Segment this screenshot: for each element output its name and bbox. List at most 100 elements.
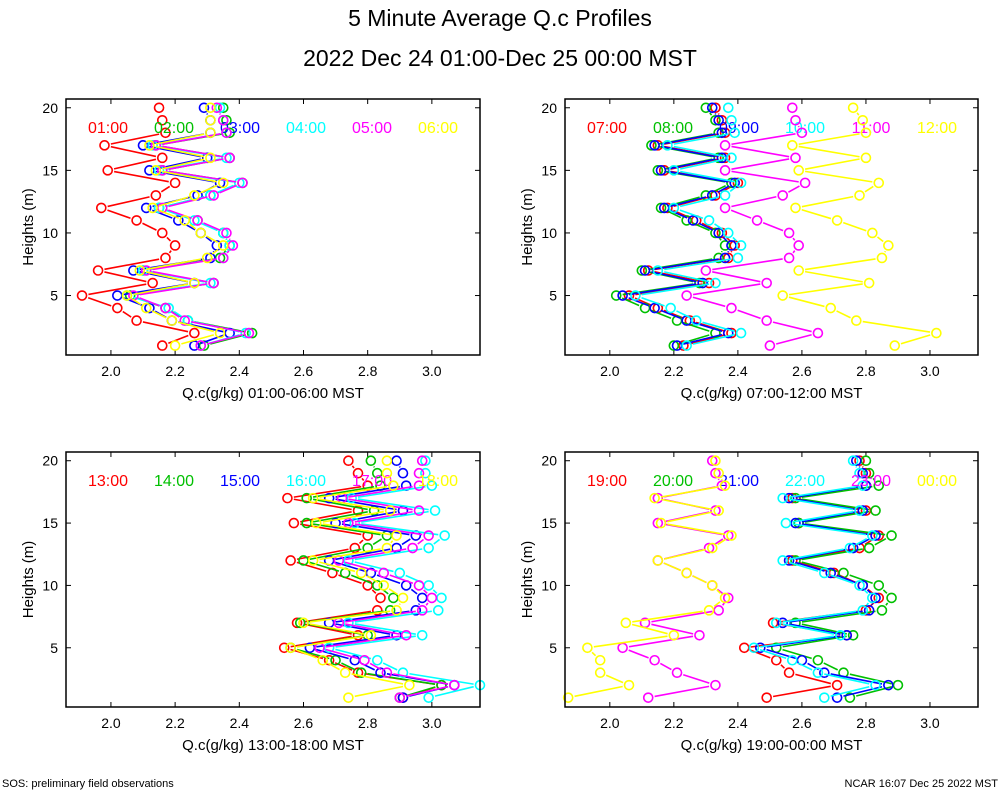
series-line-segment xyxy=(679,196,719,208)
data-point xyxy=(668,340,680,351)
data-point xyxy=(889,340,901,351)
data-point xyxy=(349,542,361,554)
data-point xyxy=(876,252,888,264)
y-tick-label: 5 xyxy=(50,640,58,656)
series-line-segment xyxy=(315,648,349,660)
x-tick-label: 3.0 xyxy=(920,363,940,379)
series-line-segment xyxy=(788,498,854,511)
data-point xyxy=(381,542,393,554)
x-tick-label: 2.2 xyxy=(664,715,684,731)
data-point xyxy=(735,177,747,189)
data-point xyxy=(413,580,425,591)
data-point xyxy=(754,642,766,654)
panel-3: 2.0 2.2 2.4 2.6 2.8 3.0 5 10 15 20 13:00 14:00 15:00… xyxy=(20,451,486,754)
data-point xyxy=(617,290,628,301)
data-point xyxy=(436,679,447,691)
series-line-segment xyxy=(104,258,160,271)
series-line-segment xyxy=(695,321,726,332)
data-point xyxy=(706,580,718,591)
x-axis-label: Q.c(g/kg) 13:00-18:00 MST xyxy=(182,737,364,754)
series-line-segment xyxy=(354,523,423,536)
data-point xyxy=(372,580,383,591)
series-line-segment xyxy=(660,145,716,158)
data-point xyxy=(195,227,207,239)
series-line-segment xyxy=(300,511,352,523)
data-point xyxy=(652,492,664,504)
legend-label: 20:00 xyxy=(653,473,693,490)
x-axis-label: Q.c(g/kg) 07:00-12:00 MST xyxy=(681,385,863,402)
data-point xyxy=(169,340,181,351)
series-line-segment xyxy=(345,548,407,561)
series-line-segment xyxy=(350,574,372,584)
series-line-segment xyxy=(319,485,388,498)
series-line-segment xyxy=(158,209,179,219)
x-axis-label: Q.c(g/kg) 19:00-00:00 MST xyxy=(681,737,863,754)
data-point xyxy=(96,202,107,214)
data-point xyxy=(883,679,894,691)
data-point xyxy=(783,667,795,679)
series-line-segment xyxy=(722,602,725,606)
series-1200 xyxy=(777,102,942,351)
data-point xyxy=(793,517,805,529)
x-tick-label: 2.4 xyxy=(728,715,748,731)
data-point xyxy=(793,265,805,276)
data-point xyxy=(339,667,351,679)
data-point xyxy=(799,177,811,189)
data-point xyxy=(189,340,200,351)
series-line-segment xyxy=(698,222,714,231)
data-point xyxy=(291,617,303,629)
data-point xyxy=(841,630,853,641)
series-line-segment xyxy=(641,283,710,296)
data-point xyxy=(706,542,718,554)
panels: 2.0 2.2 2.4 2.6 2.8 3.0 5 10 15 20 01:00 02:00 03:00… xyxy=(20,98,979,754)
series-line-segment xyxy=(679,209,704,220)
data-point xyxy=(416,605,428,616)
data-point xyxy=(416,630,428,641)
data-point xyxy=(131,315,142,326)
series-line-segment xyxy=(714,538,724,546)
data-point xyxy=(397,667,409,679)
data-point xyxy=(867,227,878,239)
series-line-segment xyxy=(798,145,860,158)
data-point xyxy=(208,190,219,201)
series-line-segment xyxy=(804,270,863,283)
series-line-segment xyxy=(303,623,352,635)
series-line-segment xyxy=(433,538,441,545)
series-line-segment xyxy=(632,610,703,623)
series-line-segment xyxy=(830,574,854,585)
chart-title: 5 Minute Average Q.c Profiles xyxy=(348,5,652,31)
data-point xyxy=(857,605,869,616)
series-line-segment xyxy=(216,184,234,194)
data-point xyxy=(713,605,724,616)
data-point xyxy=(719,140,731,151)
series-line-segment xyxy=(716,588,724,595)
data-point xyxy=(278,642,290,654)
data-point xyxy=(163,302,174,314)
series-line-segment xyxy=(654,685,710,698)
data-point xyxy=(783,555,795,566)
series-line-segment xyxy=(296,648,330,660)
series-line-segment xyxy=(393,673,449,685)
data-point xyxy=(630,290,641,301)
data-point xyxy=(860,455,872,467)
data-point xyxy=(400,630,412,641)
data-point xyxy=(413,467,425,479)
series-line-segment xyxy=(716,589,721,594)
series-line-segment xyxy=(801,548,863,561)
x-tick-label: 2.6 xyxy=(294,715,314,731)
y-tick-label: 10 xyxy=(541,225,557,241)
series-line-segment xyxy=(113,170,169,183)
data-point xyxy=(873,592,885,604)
series-line-segment xyxy=(788,296,825,308)
series-line-segment xyxy=(574,685,623,698)
data-point xyxy=(825,567,837,579)
series-line-segment xyxy=(805,170,873,183)
data-point xyxy=(343,455,354,467)
series-line-segment xyxy=(731,195,777,208)
series-line-segment xyxy=(641,296,665,307)
data-point xyxy=(870,679,881,691)
series-line-segment xyxy=(714,223,724,231)
x-tick-label: 2.8 xyxy=(358,715,378,731)
series-line-segment xyxy=(341,523,410,536)
data-point xyxy=(623,679,635,691)
